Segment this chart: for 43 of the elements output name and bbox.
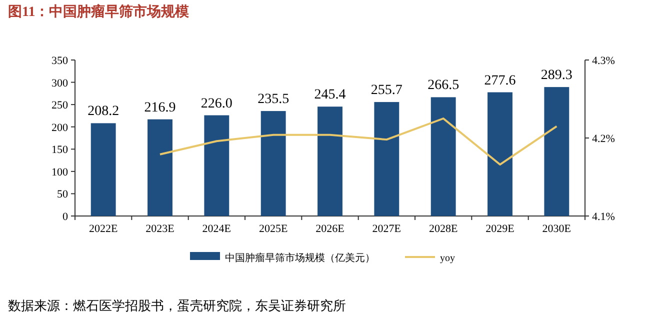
data-label: 245.4 [314, 88, 346, 103]
data-label: 289.3 [540, 68, 572, 84]
line-series [159, 118, 558, 166]
y-tick-label: 50 [57, 188, 68, 201]
source-note: 数据来源：燃石医学招股书，蛋壳研究院，东吴证券研究所 [8, 298, 346, 313]
y-tick-label: 250 [52, 100, 68, 112]
x-tick-label: 2028E [428, 223, 458, 235]
x-tick-label: 2022E [88, 223, 118, 235]
x-tick-label: 2030E [542, 223, 572, 235]
x-tick-label: 2024E [202, 223, 232, 235]
x-tick-label: 2026E [316, 223, 345, 235]
bar [318, 106, 342, 216]
y2-tick-label: 4.3% [592, 55, 615, 67]
data-label: 226.0 [200, 96, 232, 112]
bar [90, 123, 116, 216]
x-tick-label: 2029E [486, 223, 515, 235]
bar [430, 97, 456, 216]
y-tick-label: 150 [52, 144, 68, 156]
y-tick-label: 200 [52, 122, 68, 134]
bar [260, 111, 286, 216]
legend-label: 中国肿瘤早筛市场规模（亿美元） [225, 252, 375, 264]
data-label: 216.9 [144, 100, 176, 116]
y2-tick-label: 4.2% [592, 133, 615, 145]
bar [148, 119, 172, 216]
data-label: 266.5 [428, 78, 460, 94]
chart-title: 图11：中国肿瘤早筛市场规模 [8, 3, 190, 20]
legend-label: yoy [440, 253, 455, 264]
x-tick-label: 2027E [372, 223, 402, 235]
bar [544, 87, 570, 216]
data-label: 255.7 [370, 83, 402, 98]
data-label: 277.6 [484, 73, 516, 88]
x-tick-label: 2023E [146, 223, 175, 235]
bar [374, 102, 400, 216]
y-tick-label: 300 [52, 77, 68, 90]
y-tick-label: 0 [62, 211, 68, 223]
data-label: 208.2 [88, 104, 120, 120]
data-label: 235.5 [258, 92, 290, 108]
y2-tick-label: 4.1% [592, 211, 615, 223]
bar [204, 115, 230, 216]
y-tick-label: 100 [52, 166, 68, 178]
y-tick-label: 350 [52, 55, 68, 67]
bar [488, 92, 512, 216]
x-tick-label: 2025E [258, 223, 288, 235]
